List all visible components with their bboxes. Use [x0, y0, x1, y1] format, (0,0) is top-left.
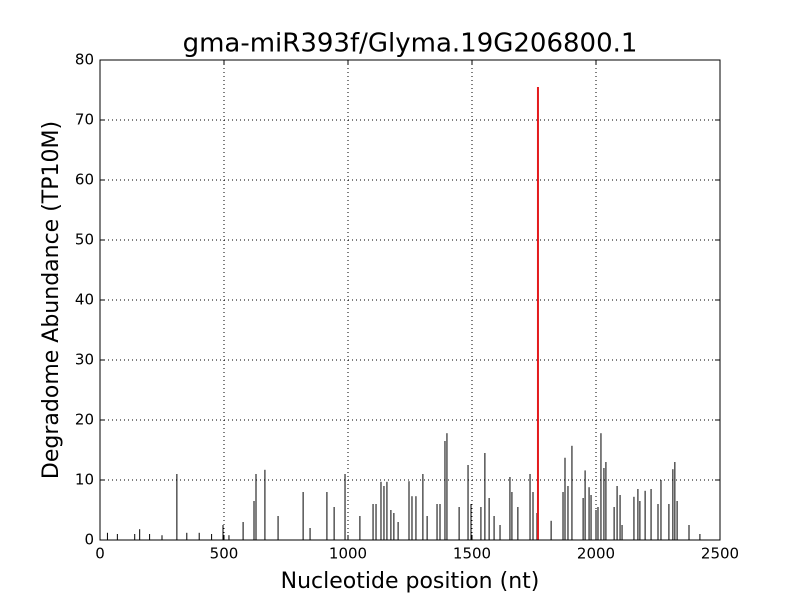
y-tick-label: 40	[75, 291, 94, 309]
x-axis-label: Nucleotide position (nt)	[281, 569, 540, 594]
x-tick-label: 1000	[329, 545, 367, 563]
x-tick-label: 2500	[701, 545, 739, 563]
x-tick-label: 1500	[453, 545, 491, 563]
y-tick-label: 30	[75, 351, 94, 369]
y-axis-label: Degradome Abundance (TP10M)	[39, 121, 64, 479]
y-tick-label: 50	[75, 231, 94, 249]
y-tick-label: 20	[75, 411, 94, 429]
x-tick-label: 0	[95, 545, 105, 563]
y-tick-label: 80	[75, 51, 94, 69]
y-tick-label: 0	[84, 531, 94, 549]
y-tick-label: 70	[75, 111, 94, 129]
y-tick-label: 60	[75, 171, 94, 189]
y-tick-label: 10	[75, 471, 94, 489]
plot-frame	[99, 59, 721, 541]
x-tick-label: 500	[210, 545, 239, 563]
chart-title: gma-miR393f/Glyma.19G206800.1	[183, 29, 638, 59]
x-tick-label: 2000	[577, 545, 615, 563]
